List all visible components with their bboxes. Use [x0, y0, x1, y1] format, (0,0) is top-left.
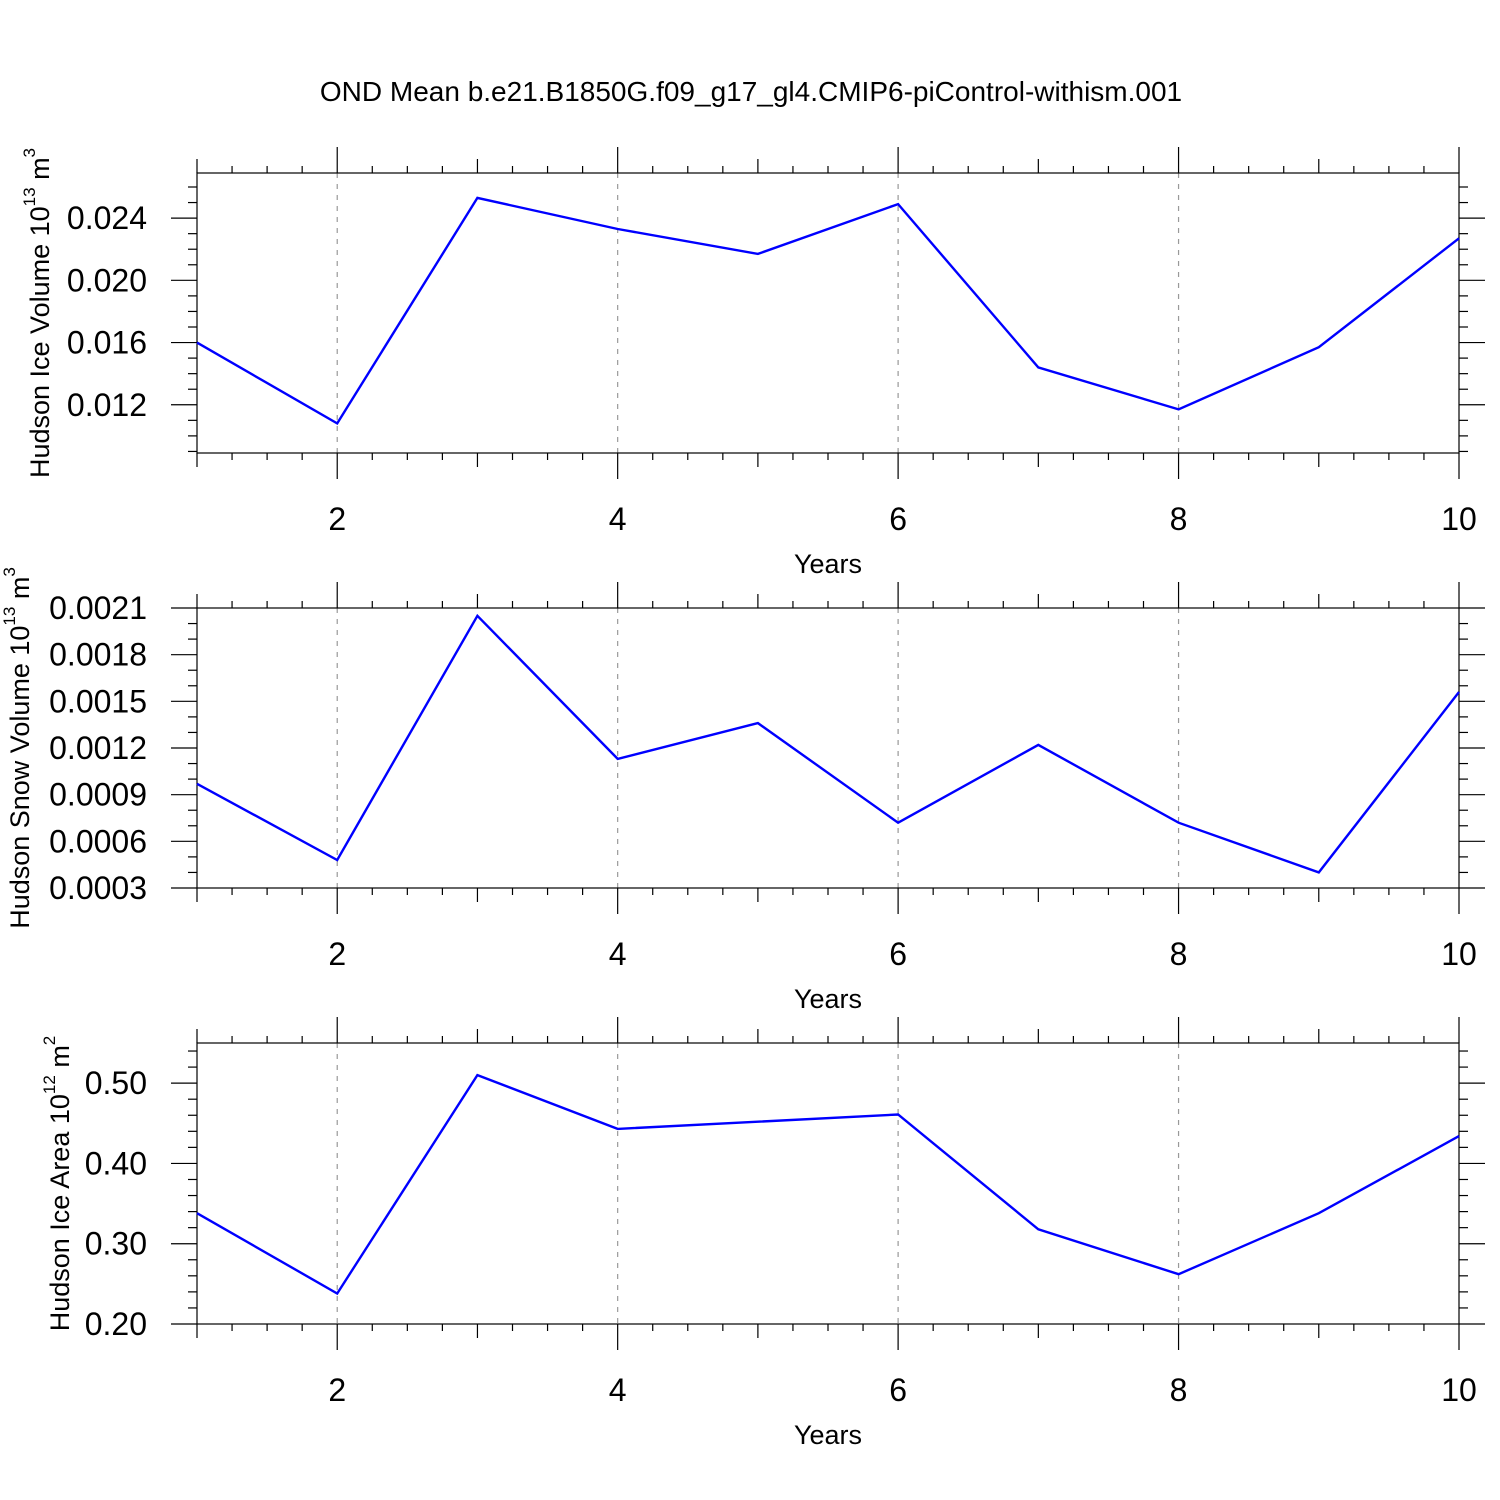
y-tick-label: 0.50: [85, 1065, 147, 1101]
x-axis-label: Years: [794, 549, 862, 579]
y-axis-label-exp: 13: [20, 187, 39, 206]
y-tick-label: 0.0012: [49, 730, 147, 766]
y-axis-label-unit-exp: 3: [20, 148, 39, 157]
y-tick-label: 0.0015: [49, 683, 147, 719]
y-tick-label: 0.020: [67, 262, 147, 298]
y-tick-label: 0.30: [85, 1226, 147, 1262]
y-axis-label-exp: 12: [40, 1075, 59, 1094]
y-axis-label-exp: 13: [0, 607, 19, 626]
y-axis-label-unit: m: [25, 157, 55, 187]
y-axis-label-unit: m: [5, 577, 35, 607]
y-axis-label: Hudson Ice Volume 1013 m3: [20, 148, 55, 478]
x-tick-label: 4: [609, 501, 627, 537]
series-line: [196, 613, 1460, 874]
y-tick-label: 0.024: [67, 200, 147, 236]
x-tick-label: 10: [1441, 501, 1477, 537]
y-axis-label: Hudson Ice Area 1012 m2: [40, 1036, 75, 1332]
x-tick-label: 4: [609, 936, 627, 972]
x-tick-label: 6: [889, 1372, 907, 1408]
x-tick-label: 8: [1170, 501, 1188, 537]
x-tick-label: 10: [1441, 1372, 1477, 1408]
y-axis-label: Hudson Snow Volume 1013 m3: [0, 567, 35, 929]
x-axis-label: Years: [794, 1420, 862, 1450]
x-tick-label: 2: [328, 501, 346, 537]
y-axis-label-unit-exp: 3: [0, 567, 19, 576]
y-tick-label: 0.016: [67, 325, 147, 361]
series-line: [196, 196, 1460, 426]
x-tick-label: 4: [609, 1372, 627, 1408]
y-tick-label: 0.0006: [49, 823, 147, 859]
y-tick-label: 0.0018: [49, 637, 147, 673]
x-tick-label: 6: [889, 501, 907, 537]
x-axis-label: Years: [794, 984, 862, 1014]
x-tick-label: 2: [328, 936, 346, 972]
y-tick-label: 0.0003: [49, 870, 147, 906]
figure-title: OND Mean b.e21.B1850G.f09_g17_gl4.CMIP6-…: [320, 76, 1182, 107]
x-tick-label: 10: [1441, 936, 1477, 972]
series-line: [196, 1073, 1460, 1296]
x-tick-label: 8: [1170, 1372, 1188, 1408]
plot-frame: [196, 607, 1460, 889]
panel-2: 2 4 6 8 10 0.0003 0.0006 0.0009 0.0012 0.0015 0.00…: [0, 567, 1485, 1014]
y-tick-label: 0.0009: [49, 777, 147, 813]
panel-3: 2 4 6 8 10 0.20 0.30 0.40 0.50 Years Hudson Ice Ar…: [40, 1017, 1485, 1450]
plot-frame: [196, 1042, 1460, 1325]
y-axis-label-text: Hudson Ice Area 10: [45, 1094, 75, 1331]
y-tick-label: 0.012: [67, 387, 147, 423]
y-axis-label-unit: m: [45, 1045, 75, 1075]
panel-1: 2 4 6 8 10 0.012 0.016 0.020 0.024 Years Hudson Ic…: [20, 147, 1485, 579]
y-tick-label: 0.20: [85, 1306, 147, 1342]
y-axis-label-text: Hudson Snow Volume 10: [5, 626, 35, 929]
y-axis-label-unit-exp: 2: [40, 1036, 59, 1045]
y-axis-label-text: Hudson Ice Volume 10: [25, 206, 55, 478]
x-tick-label: 8: [1170, 936, 1188, 972]
panels: 2 4 6 8 10 0.012 0.016 0.020 0.024 Years Hudson Ic…: [0, 147, 1485, 1450]
x-tick-label: 2: [328, 1372, 346, 1408]
plot-frame: [196, 172, 1460, 454]
x-tick-label: 6: [889, 936, 907, 972]
y-tick-label: 0.0021: [49, 590, 147, 626]
y-tick-label: 0.40: [85, 1145, 147, 1181]
